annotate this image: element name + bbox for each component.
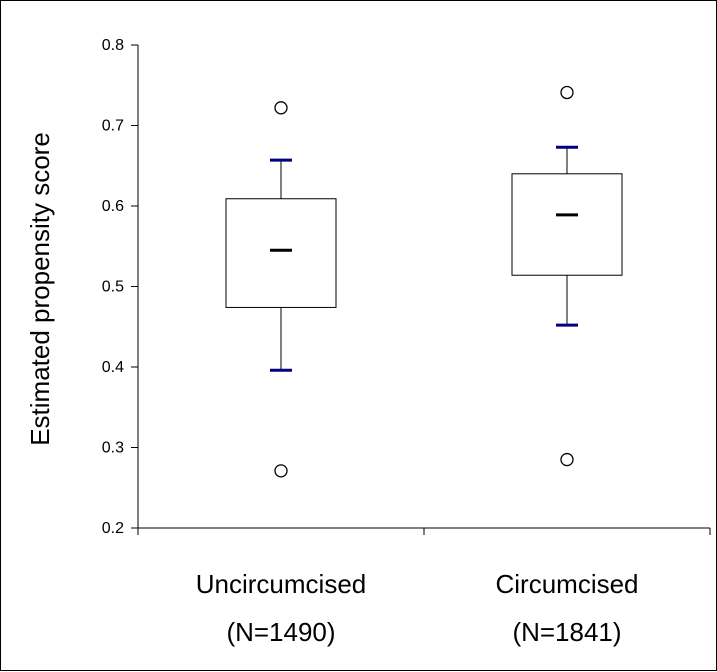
- category-sample-size: (N=1490): [226, 617, 335, 647]
- iqr-box: [511, 173, 623, 276]
- boxes: [225, 85, 623, 478]
- category-sample-size: (N=1841): [512, 617, 621, 647]
- y-tick-label: 0.6: [102, 198, 124, 215]
- iqr-box: [225, 198, 337, 308]
- outlier-point: [274, 464, 288, 478]
- outlier-point: [560, 85, 574, 100]
- box-group: [225, 101, 337, 478]
- y-tick-label: 0.2: [102, 520, 124, 537]
- box-group: [511, 85, 623, 467]
- y-tick-label: 0.7: [102, 118, 124, 135]
- category-labels: Uncircumcised (N=1490) Circumcised (N=1841): [196, 569, 639, 647]
- outlier-point: [274, 101, 288, 115]
- y-tick-label: 0.5: [102, 279, 124, 296]
- y-tick-label: 0.3: [102, 440, 124, 457]
- category-label: Circumcised: [495, 569, 638, 599]
- y-tick-label: 0.8: [102, 37, 124, 54]
- category-label: Uncircumcised: [196, 569, 367, 599]
- y-axis-label: Estimated propensity score: [25, 132, 55, 446]
- y-ticks: 0.2 0.3 0.4 0.5 0.6 0.7 0.8: [102, 37, 138, 537]
- axes: [137, 45, 711, 535]
- y-tick-label: 0.4: [102, 359, 124, 376]
- outlier-point: [560, 452, 574, 467]
